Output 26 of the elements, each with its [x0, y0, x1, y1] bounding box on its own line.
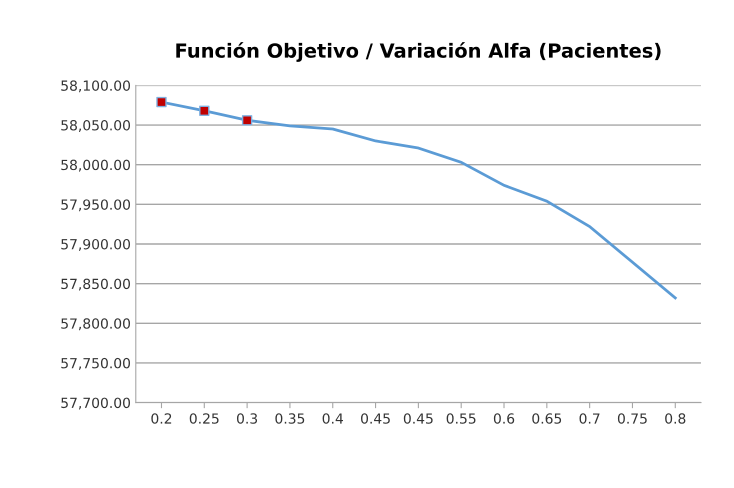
x-tick-label: 0.7 — [580, 413, 600, 424]
y-tick-label: 58,000.00 — [61, 160, 130, 172]
y-tick-label: 57,700.00 — [61, 398, 130, 410]
point — [156, 96, 167, 108]
y-tick-label: 57,800.00 — [61, 318, 130, 330]
x-tick-label: 0.65 — [532, 413, 562, 424]
point — [242, 115, 252, 126]
y-tick-label: 58,100.00 — [61, 80, 130, 92]
x-tick-label: 0.8 — [665, 413, 686, 424]
x-tick-label: 0.75 — [618, 413, 647, 424]
chart-title: Función Objetivo / Variación Alfa (Pacientes) — [176, 42, 661, 62]
y-tick-label: 57,750.00 — [61, 358, 130, 370]
x-tick-label: 0.3 — [236, 413, 258, 424]
y-tick-label: 58,050.00 — [61, 120, 130, 132]
x-tick-label: 0.45 — [361, 413, 390, 424]
x-tick-label: 0.55 — [446, 413, 476, 424]
y-tick-label: 57,900.00 — [61, 238, 130, 251]
y-tick-label: 57,950.00 — [61, 199, 130, 212]
x-tick-label: 0.35 — [275, 413, 304, 424]
x-tick-label: 0.2 — [151, 413, 172, 424]
x-tick-label: 0.4 — [322, 413, 344, 424]
x-tick-label: 0.45 — [404, 413, 433, 424]
point — [199, 106, 210, 116]
x-tick-label: 0.6 — [494, 413, 514, 424]
x-tick-label: 0.25 — [190, 413, 219, 424]
y-tick-label: 57,850.00 — [61, 278, 130, 291]
